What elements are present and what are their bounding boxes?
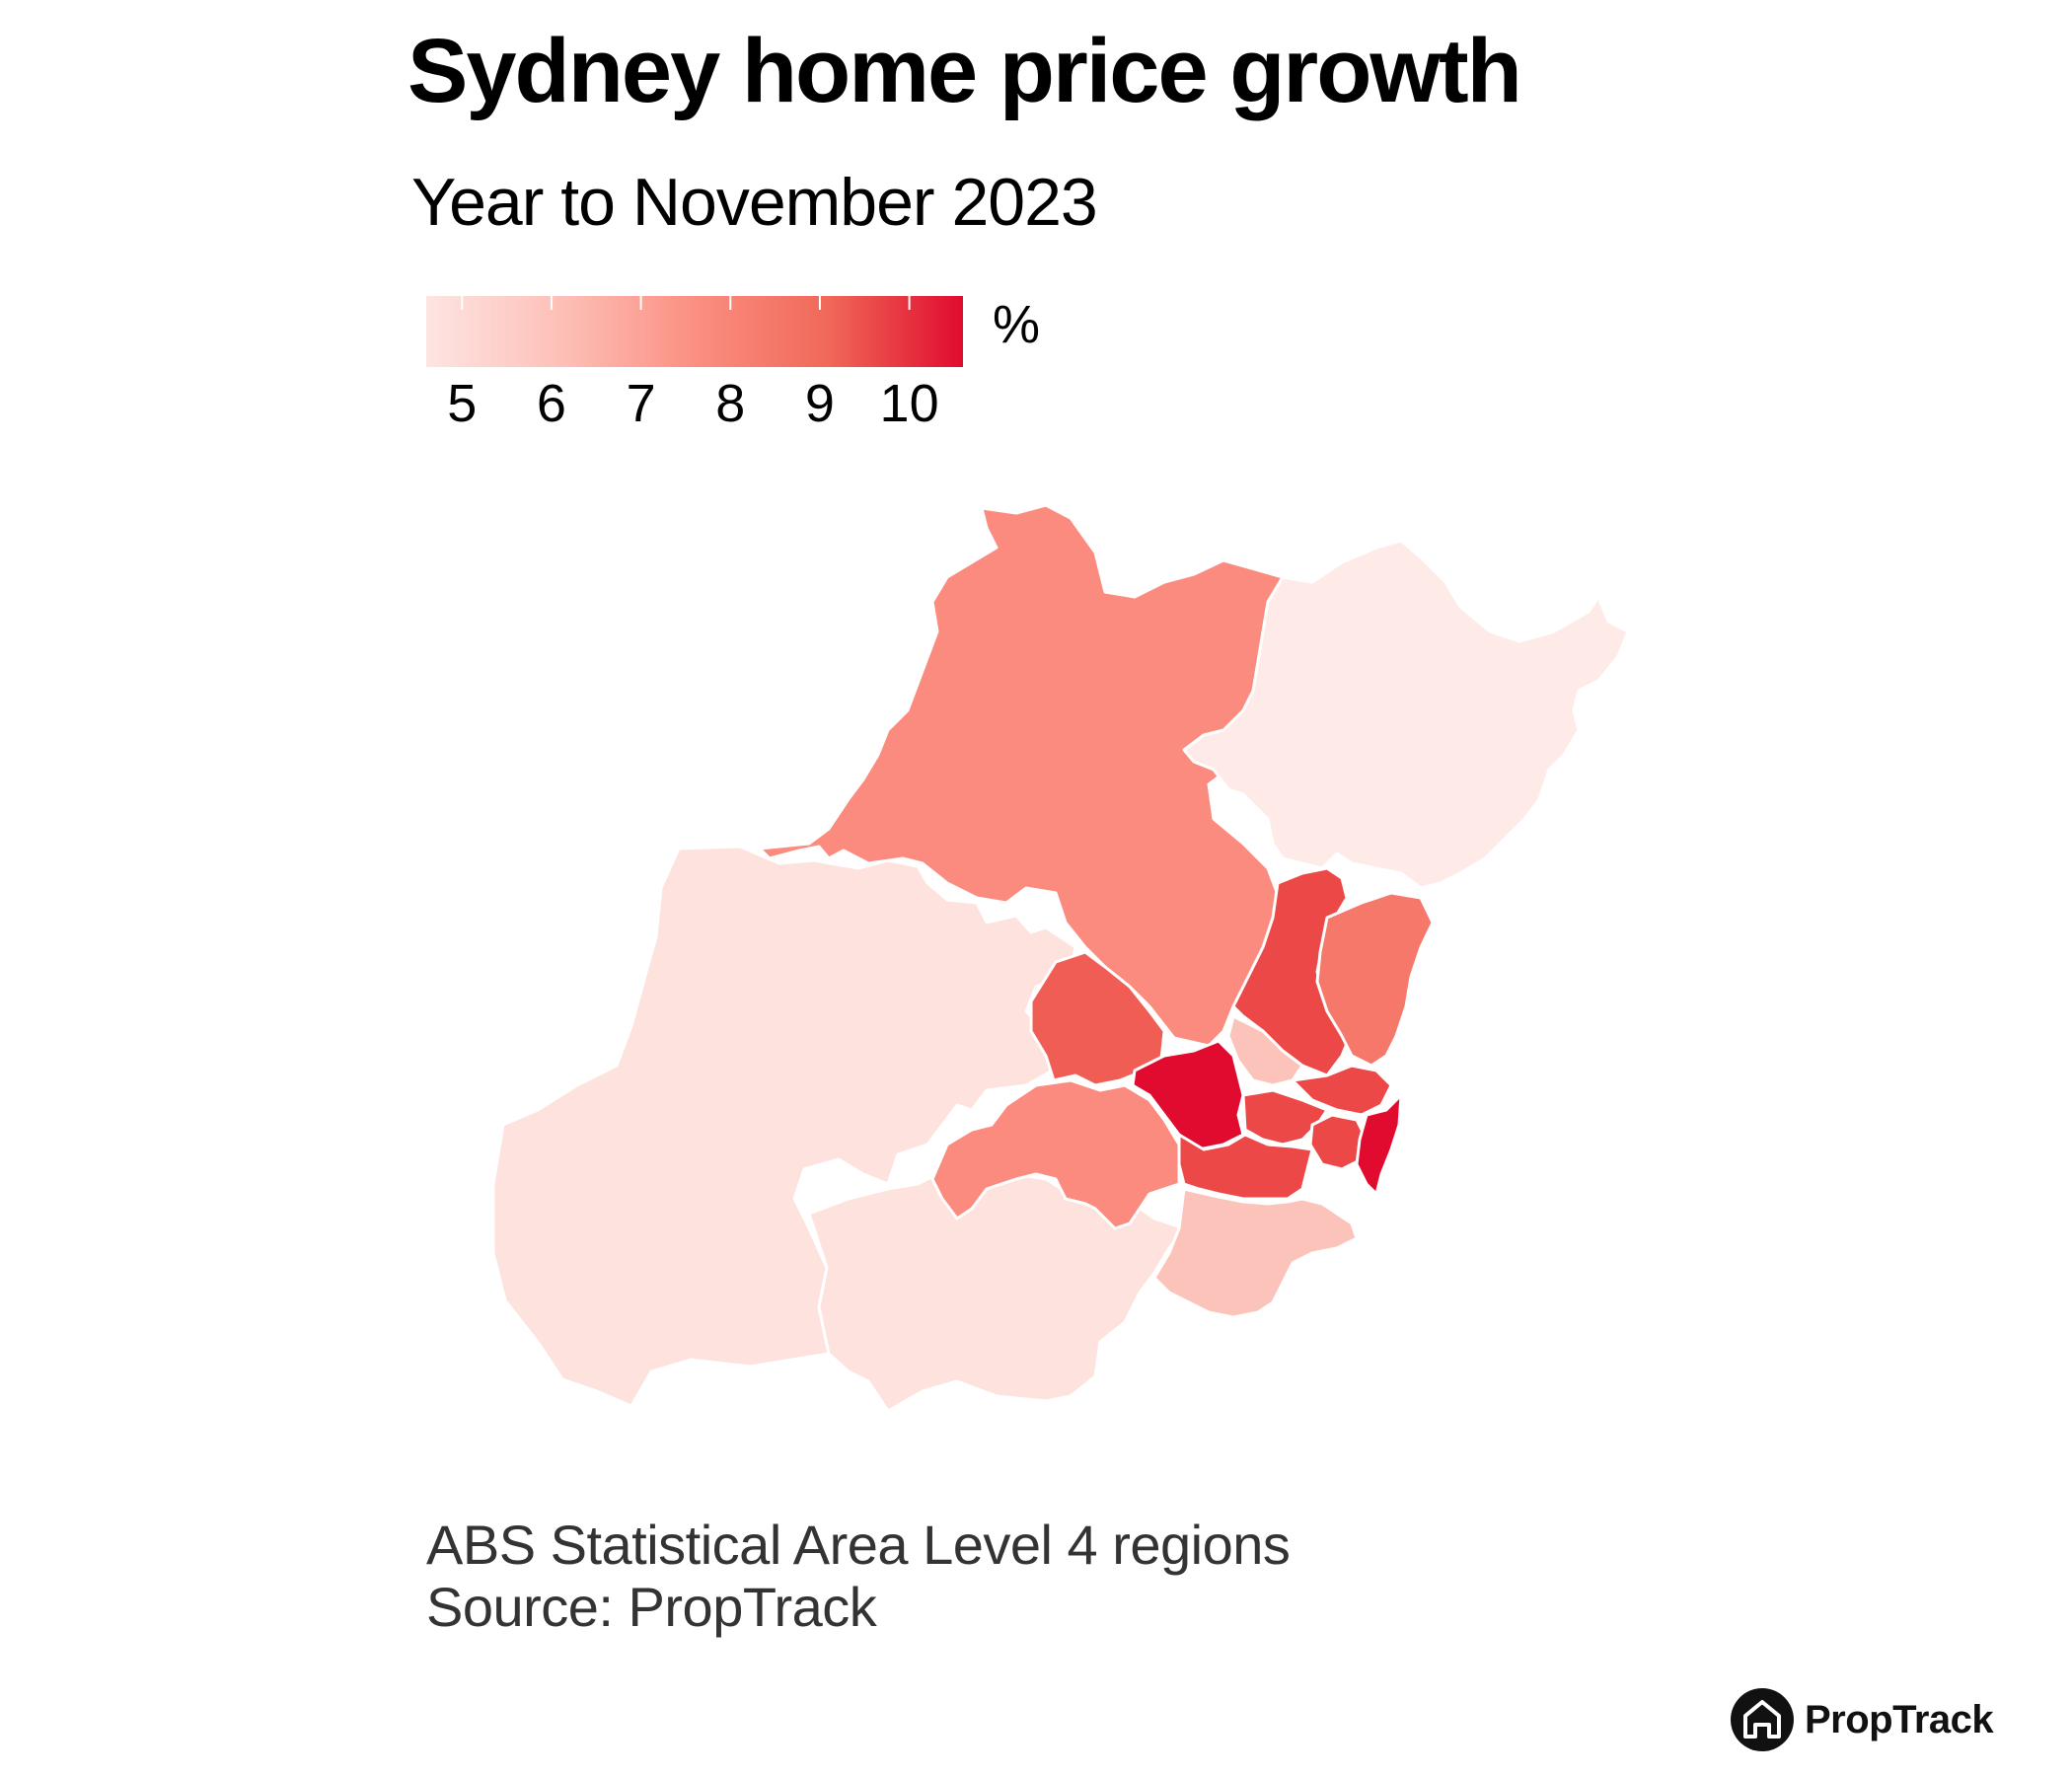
color-legend: % 5 6 7 8 9 10 xyxy=(426,296,1077,434)
legend-gradient-bar xyxy=(426,296,963,367)
region-liverpool xyxy=(930,1078,1181,1230)
region-parramatta xyxy=(1131,1039,1245,1151)
region-hawkesbury xyxy=(758,503,1285,1048)
house-icon xyxy=(1731,1688,1794,1751)
legend-tick-label: 6 xyxy=(536,374,566,433)
region-ryde xyxy=(1226,1014,1304,1087)
footnote-regions: ABS Statistical Area Level 4 regions xyxy=(426,1514,1291,1576)
region-central-coast xyxy=(1182,539,1630,890)
legend-tick-label: 9 xyxy=(804,374,835,433)
region-north-sydney xyxy=(1291,1064,1393,1117)
legend-unit-label: % xyxy=(993,295,1041,354)
region-sutherland xyxy=(1152,1187,1359,1319)
region-canterbury-bankstown xyxy=(1177,1133,1314,1201)
legend-tick-label: 8 xyxy=(715,374,746,433)
region-outer-west xyxy=(491,845,1077,1408)
legend-tick-label: 7 xyxy=(626,374,656,433)
region-northern-beaches xyxy=(1315,891,1435,1068)
footnote: ABS Statistical Area Level 4 regions Sou… xyxy=(426,1514,1291,1638)
chart-title: Sydney home price growth xyxy=(407,21,1522,121)
legend-tick-label: 5 xyxy=(447,374,478,433)
region-eastern-suburbs xyxy=(1355,1093,1403,1196)
chart-subtitle: Year to November 2023 xyxy=(411,165,1098,240)
legend-tick-label: 10 xyxy=(879,374,939,433)
brand-logo: PropTrack xyxy=(1730,1687,1994,1752)
brand-name: PropTrack xyxy=(1805,1697,1994,1741)
footnote-source: Source: PropTrack xyxy=(426,1575,877,1638)
region-inner-west xyxy=(1241,1088,1329,1147)
